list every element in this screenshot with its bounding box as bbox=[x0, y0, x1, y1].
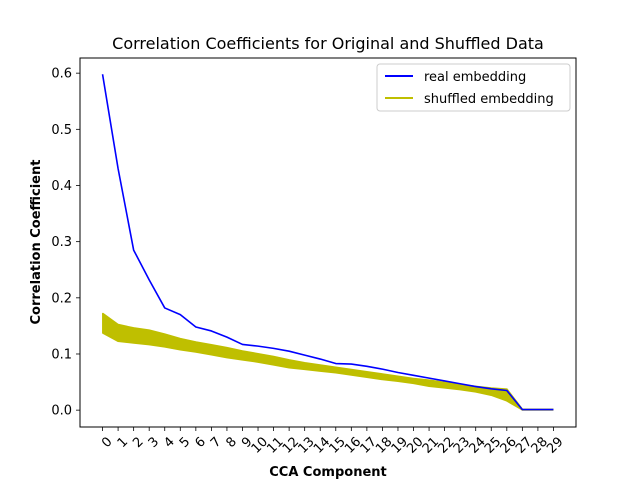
y-tick-label: 0.3 bbox=[51, 235, 72, 250]
axes-frame bbox=[79, 57, 577, 428]
legend-label-real-embedding: real embedding bbox=[424, 70, 526, 85]
y-tick-label: 0.1 bbox=[51, 347, 72, 362]
y-tick-label: 0.0 bbox=[51, 404, 72, 419]
x-tick-label: 8 bbox=[224, 434, 240, 450]
x-tick-label: 5 bbox=[177, 434, 193, 450]
x-tick-label: 0 bbox=[99, 434, 115, 450]
plot-area bbox=[101, 74, 554, 411]
legend-box bbox=[376, 63, 571, 112]
y-tick-label: 0.5 bbox=[51, 123, 72, 138]
x-ticks: 0 1 2 3 4 5 6 7 8 9101112131415161718192021222324… bbox=[99, 427, 567, 457]
x-axis-label: CCA Component bbox=[269, 465, 386, 480]
x-tick-label: 29 bbox=[544, 434, 566, 456]
y-ticks: 0.0 0.1 0.2 0.3 0.4 0.5 0.6 bbox=[51, 67, 80, 419]
y-tick-label: 0.4 bbox=[51, 179, 72, 194]
x-tick-label: 1 bbox=[115, 434, 131, 450]
x-tick-label: 4 bbox=[161, 434, 177, 450]
x-tick-label: 6 bbox=[192, 434, 208, 450]
legend: real embedding shuffled embedding bbox=[376, 63, 571, 112]
x-tick-label: 2 bbox=[130, 434, 146, 450]
legend-label-shuffled-embedding: shuffled embedding bbox=[424, 92, 554, 107]
real-embedding-line bbox=[101, 74, 554, 411]
x-tick-label: 3 bbox=[146, 434, 162, 450]
shuffled-embedding-lower-line bbox=[102, 331, 554, 411]
y-axis-label: Correlation Coefficient bbox=[29, 160, 44, 325]
y-tick-label: 0.6 bbox=[51, 67, 72, 82]
line-layer bbox=[101, 74, 554, 411]
chart-title: Correlation Coefficients for Original an… bbox=[112, 34, 544, 53]
x-tick-label: 7 bbox=[208, 434, 224, 450]
y-tick-label: 0.2 bbox=[51, 291, 72, 306]
